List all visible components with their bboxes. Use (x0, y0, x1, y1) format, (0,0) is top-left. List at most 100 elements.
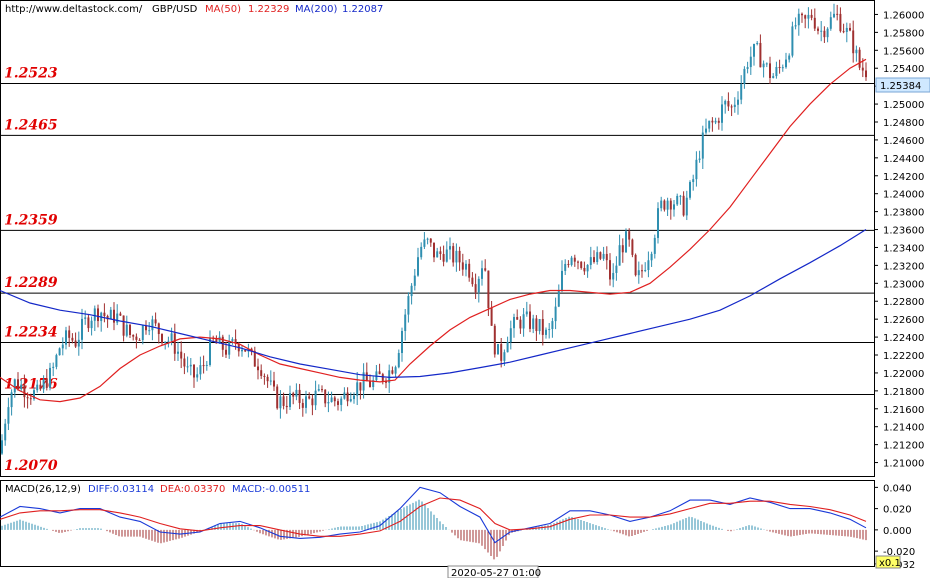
candle-body (615, 265, 618, 273)
price-tick-label: 1.24400 (883, 154, 924, 165)
candle-body (113, 309, 115, 323)
candle-body (55, 355, 58, 367)
candle-body (618, 245, 621, 266)
candle-body (532, 318, 535, 329)
candle-body (554, 306, 557, 322)
candle-body (708, 120, 711, 129)
candle-body (61, 344, 64, 349)
candle-body (583, 267, 586, 272)
candle-body (557, 290, 560, 307)
candle-body (506, 341, 509, 353)
candle-body (177, 351, 179, 354)
candle-body (391, 370, 394, 374)
candle-body (122, 315, 125, 336)
candle-body (183, 358, 186, 367)
candle-body (4, 423, 7, 441)
candle-body (135, 336, 138, 340)
candle-body (858, 49, 861, 68)
last-price-tag (875, 77, 930, 93)
symbol-label: GBP/USD (152, 4, 198, 15)
candle-body (401, 330, 403, 354)
price-tick-label: 1.21600 (883, 405, 924, 416)
macd-tick-label: 0.020 (883, 505, 912, 516)
candle-body (609, 260, 611, 280)
candle-body (586, 264, 589, 272)
price-tick-label: 1.21400 (883, 423, 924, 434)
candle-body (785, 59, 787, 68)
ma50-label: MA(50) (205, 4, 241, 15)
candle-body (305, 396, 307, 408)
price-tick-label: 1.23000 (883, 279, 924, 290)
candle-body (180, 351, 183, 359)
candle-body (132, 334, 135, 337)
candle-body (452, 246, 455, 263)
candle-body (477, 278, 480, 293)
candle-body (759, 42, 762, 68)
price-tick-label: 1.21200 (883, 441, 924, 452)
candle-body (381, 374, 384, 381)
candle-body (535, 318, 538, 332)
macd-dea-line (0, 497, 867, 537)
candle-body (541, 319, 544, 335)
candle-body (215, 338, 218, 344)
level-label: 1.2359 (4, 212, 58, 228)
candle-body (705, 128, 707, 133)
candle-body (301, 402, 304, 408)
candle-body (730, 106, 733, 108)
candle-body (497, 344, 499, 355)
candle-body (170, 333, 173, 341)
ma200-value: 1.22087 (342, 4, 383, 15)
candle-body (241, 349, 243, 352)
candle-body (458, 250, 461, 263)
candle-body (445, 249, 448, 262)
candle-body (503, 352, 506, 361)
candle-body (570, 257, 573, 265)
candle-body (413, 275, 416, 286)
level-label: 1.2234 (4, 324, 58, 340)
candle-body (106, 315, 109, 320)
candle-body (602, 253, 605, 259)
candle-body (653, 237, 656, 254)
candle-body (353, 395, 355, 400)
candle-body (164, 341, 167, 344)
candle-body (753, 44, 755, 57)
candle-body (666, 200, 669, 210)
candle-body (193, 364, 195, 378)
macd-tick-label: 0.000 (883, 526, 912, 537)
candle-body (596, 252, 599, 263)
candle-body (778, 66, 781, 68)
price-axis: 1.260001.258001.256001.254001.252001.250… (874, 10, 924, 470)
candle-body (641, 270, 643, 272)
candle-body (676, 195, 679, 205)
candle-body (65, 330, 67, 345)
candle-body (461, 262, 464, 270)
candle-body (493, 325, 496, 355)
level-label: 1.2523 (4, 65, 58, 81)
candle-body (577, 261, 579, 263)
candle-body (260, 370, 263, 376)
candle-body (522, 314, 525, 329)
candle-body (356, 382, 359, 396)
candle-body (516, 317, 519, 320)
candle-body (58, 348, 61, 356)
candle-body (861, 67, 864, 71)
candle-body (740, 84, 743, 100)
candle-body (849, 27, 851, 31)
macd-tick-label: 0.040 (883, 483, 912, 494)
candle-body (423, 239, 426, 247)
candle-body (769, 63, 771, 78)
candle-body (426, 238, 429, 240)
candle-body (682, 195, 685, 216)
candle-body (71, 337, 74, 341)
candle-body (1, 440, 3, 454)
candle-body (49, 367, 51, 388)
candle-body (311, 398, 314, 406)
candle-body (205, 364, 208, 366)
candle-body (433, 242, 435, 258)
candle-body (292, 393, 295, 397)
price-tick-label: 1.23800 (883, 208, 924, 219)
candle-body (820, 30, 823, 32)
candle-body (551, 321, 554, 330)
price-tick-label: 1.25800 (883, 28, 924, 39)
